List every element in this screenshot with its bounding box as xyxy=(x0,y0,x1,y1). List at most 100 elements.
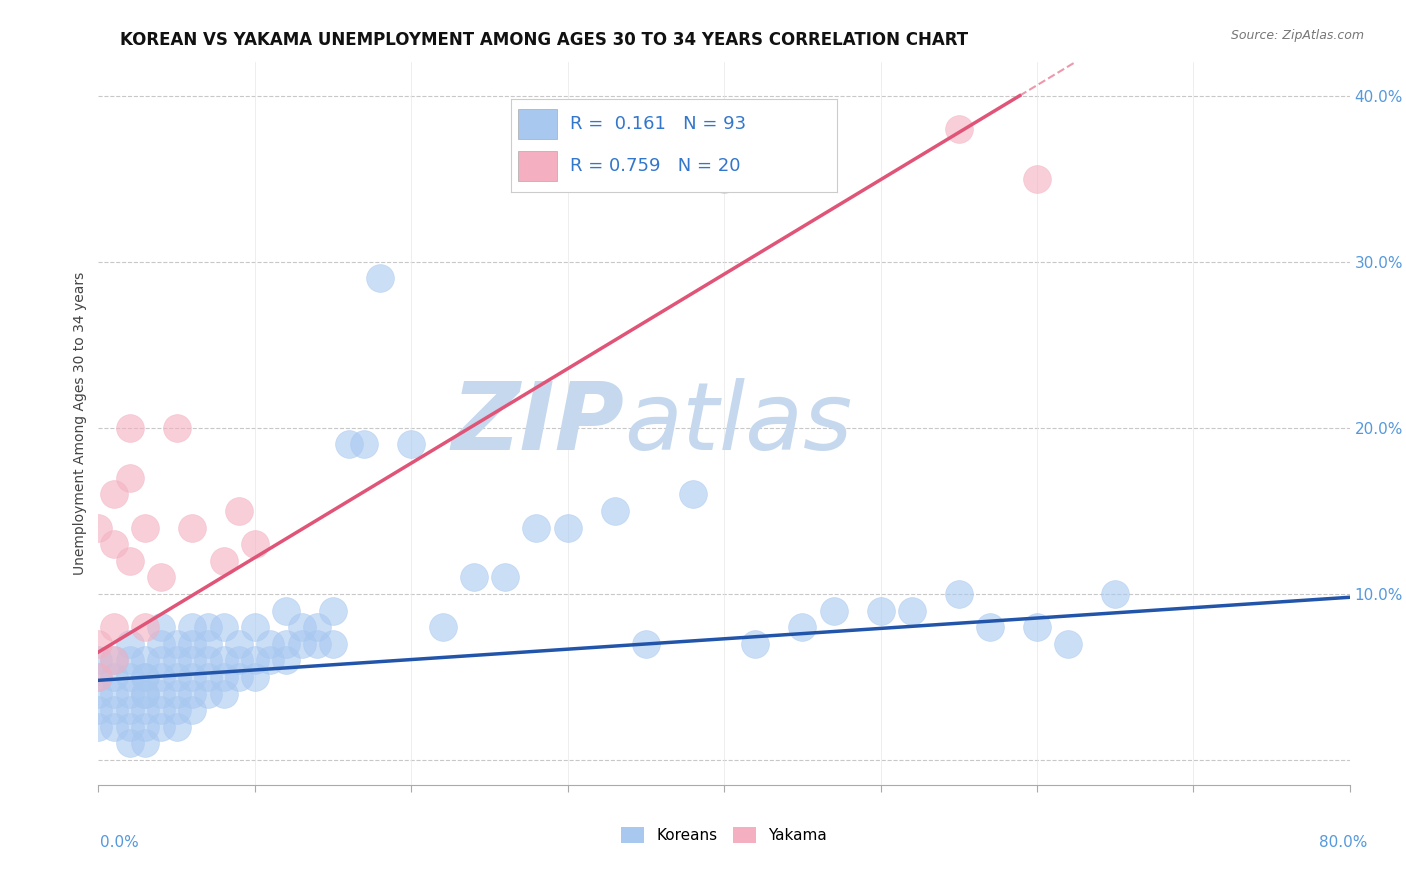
Point xyxy=(118,471,141,485)
Point xyxy=(166,670,188,684)
Point xyxy=(1026,171,1049,186)
Text: atlas: atlas xyxy=(624,378,852,469)
Point xyxy=(682,487,704,501)
Point xyxy=(118,653,141,667)
Point xyxy=(432,620,454,634)
Point xyxy=(274,637,298,651)
Point xyxy=(118,637,141,651)
Point xyxy=(228,504,250,518)
Point xyxy=(181,653,204,667)
Point xyxy=(87,720,110,734)
Point xyxy=(197,670,219,684)
Point xyxy=(181,620,204,634)
Point xyxy=(494,570,516,584)
Point xyxy=(87,520,110,534)
Point xyxy=(948,121,970,136)
Point xyxy=(103,537,125,551)
Point xyxy=(134,670,156,684)
Point xyxy=(322,603,344,617)
Point xyxy=(274,603,298,617)
Point xyxy=(118,421,141,435)
Point xyxy=(243,537,266,551)
Point xyxy=(948,587,970,601)
Point xyxy=(368,271,391,285)
Point xyxy=(118,720,141,734)
Point xyxy=(134,520,156,534)
Point xyxy=(792,620,814,634)
Point xyxy=(166,720,188,734)
Point xyxy=(166,687,188,701)
Point xyxy=(134,687,156,701)
Point xyxy=(291,620,314,634)
Point xyxy=(181,703,204,717)
Point xyxy=(150,637,173,651)
Point xyxy=(118,703,141,717)
Point xyxy=(228,637,250,651)
Point xyxy=(228,653,250,667)
Point xyxy=(1104,587,1126,601)
Point xyxy=(212,620,235,634)
Point xyxy=(979,620,1001,634)
Text: 80.0%: 80.0% xyxy=(1319,836,1367,850)
Point xyxy=(118,687,141,701)
Point xyxy=(1057,637,1080,651)
Point xyxy=(134,736,156,750)
Point xyxy=(228,670,250,684)
Y-axis label: Unemployment Among Ages 30 to 34 years: Unemployment Among Ages 30 to 34 years xyxy=(73,272,87,575)
Point xyxy=(307,637,329,651)
Point xyxy=(103,620,125,634)
Point xyxy=(150,703,173,717)
Point xyxy=(291,637,314,651)
Point xyxy=(634,637,657,651)
Point xyxy=(103,720,125,734)
Point xyxy=(150,720,173,734)
Point xyxy=(243,620,266,634)
Point xyxy=(103,653,125,667)
Point xyxy=(118,670,141,684)
Point xyxy=(181,637,204,651)
Point xyxy=(166,421,188,435)
Point xyxy=(337,437,360,451)
Point xyxy=(87,687,110,701)
Point xyxy=(134,703,156,717)
Point xyxy=(150,687,173,701)
Point xyxy=(134,653,156,667)
Point xyxy=(181,520,204,534)
Point xyxy=(307,620,329,634)
Point xyxy=(744,637,766,651)
Point xyxy=(150,653,173,667)
Point xyxy=(322,637,344,651)
Point xyxy=(823,603,845,617)
Point xyxy=(150,670,173,684)
Point xyxy=(259,637,281,651)
Point xyxy=(243,653,266,667)
Point xyxy=(134,620,156,634)
Point xyxy=(197,637,219,651)
Legend: Koreans, Yakama: Koreans, Yakama xyxy=(616,822,832,849)
Point xyxy=(603,504,626,518)
Point xyxy=(900,603,922,617)
Point xyxy=(1026,620,1049,634)
Point xyxy=(259,653,281,667)
Point xyxy=(150,570,173,584)
Point xyxy=(197,687,219,701)
Text: 0.0%: 0.0% xyxy=(100,836,139,850)
Point xyxy=(463,570,485,584)
Point xyxy=(353,437,375,451)
Point xyxy=(181,670,204,684)
Point xyxy=(134,670,156,684)
Point xyxy=(557,520,579,534)
Point xyxy=(103,670,125,684)
Point xyxy=(274,653,298,667)
Text: ZIP: ZIP xyxy=(451,377,624,470)
Point xyxy=(243,670,266,684)
Point xyxy=(87,703,110,717)
Point xyxy=(166,637,188,651)
Point xyxy=(118,736,141,750)
Point xyxy=(87,670,110,684)
Point xyxy=(103,703,125,717)
Point xyxy=(103,653,125,667)
Text: KOREAN VS YAKAMA UNEMPLOYMENT AMONG AGES 30 TO 34 YEARS CORRELATION CHART: KOREAN VS YAKAMA UNEMPLOYMENT AMONG AGES… xyxy=(120,31,967,49)
Point xyxy=(134,687,156,701)
Point xyxy=(118,554,141,568)
